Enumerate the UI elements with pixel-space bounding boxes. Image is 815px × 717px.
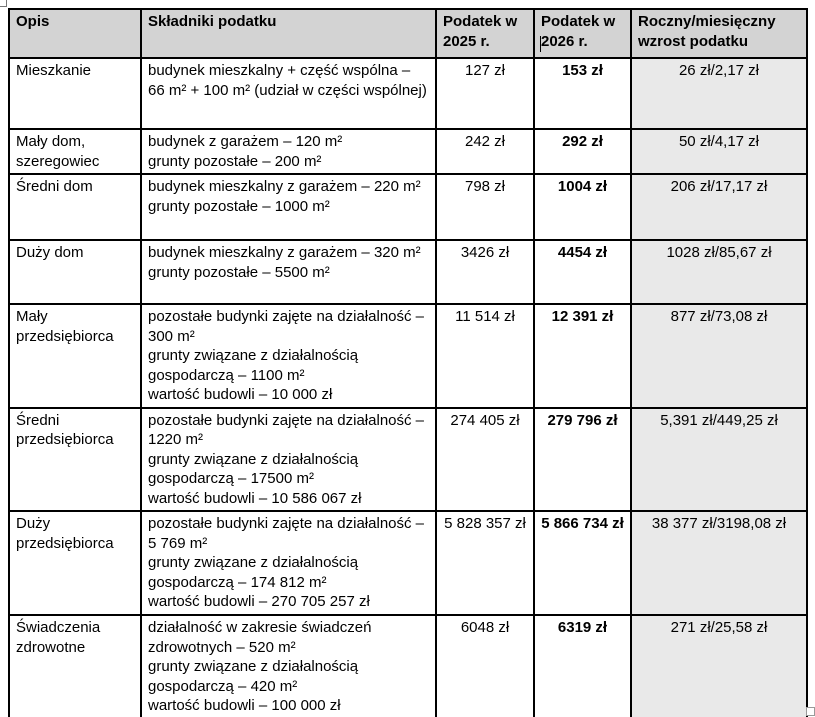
cell-podatek-2026[interactable]: 292 zł	[533, 128, 632, 175]
cell-opis[interactable]: Mieszkanie	[8, 57, 142, 130]
cell-podatek-2025[interactable]: 274 405 zł	[435, 406, 535, 512]
cell-podatek-2025[interactable]: 242 zł	[435, 128, 535, 175]
table-header-row: Opis Składniki podatku Podatek w 2025 r.…	[8, 8, 808, 59]
table-row: Duży dom budynek mieszkalny z garażem – …	[8, 239, 808, 305]
tax-table: Opis Składniki podatku Podatek w 2025 r.…	[8, 8, 808, 717]
cell-podatek-2026[interactable]: 6319 zł	[533, 614, 632, 717]
table-row: Świadczenia zdrowotne działalność w zakr…	[8, 614, 808, 717]
cell-podatek-2025[interactable]: 127 zł	[435, 57, 535, 130]
cell-podatek-2026[interactable]: 279 796 zł	[533, 406, 632, 512]
col-header-podatek-2026[interactable]: Podatek w 2026 r.	[533, 8, 632, 59]
cell-skladniki[interactable]: budynek mieszkalny z garażem – 320 m² gr…	[140, 239, 437, 305]
cell-wzrost[interactable]: 38 377 zł/3198,08 zł	[630, 510, 808, 616]
table-row: Duży przedsiębiorca pozostałe budynki za…	[8, 510, 808, 616]
cell-skladniki[interactable]: pozostałe budynki zajęte na działalność …	[140, 510, 437, 616]
cell-skladniki[interactable]: budynek mieszkalny + część wspólna – 66 …	[140, 57, 437, 130]
cell-skladniki[interactable]: pozostałe budynki zajęte na działalność …	[140, 303, 437, 409]
cell-podatek-2025[interactable]: 3426 zł	[435, 239, 535, 305]
table-move-handle-icon[interactable]	[0, 0, 7, 7]
table-row: Mały przedsiębiorca pozostałe budynki za…	[8, 303, 808, 409]
cell-skladniki[interactable]: działalność w zakresie świadczeń zdrowot…	[140, 614, 437, 717]
cell-opis[interactable]: Średni przedsiębiorca	[8, 406, 142, 512]
cell-skladniki[interactable]: budynek z garażem – 120 m² grunty pozost…	[140, 128, 437, 175]
col-header-podatek-2025[interactable]: Podatek w 2025 r.	[435, 8, 535, 59]
cell-podatek-2025[interactable]: 798 zł	[435, 173, 535, 241]
table-row: Średni dom budynek mieszkalny z garażem …	[8, 173, 808, 241]
cell-podatek-2026[interactable]: 4454 zł	[533, 239, 632, 305]
cell-podatek-2026[interactable]: 12 391 zł	[533, 303, 632, 409]
cell-opis[interactable]: Średni dom	[8, 173, 142, 241]
table-row: Mieszkanie budynek mieszkalny + część ws…	[8, 57, 808, 130]
table-row: Średni przedsiębiorca pozostałe budynki …	[8, 406, 808, 512]
cell-wzrost[interactable]: 877 zł/73,08 zł	[630, 303, 808, 409]
cell-wzrost[interactable]: 50 zł/4,17 zł	[630, 128, 808, 175]
cell-opis[interactable]: Świadczenia zdrowotne	[8, 614, 142, 717]
cell-opis[interactable]: Mały przedsiębiorca	[8, 303, 142, 409]
cell-podatek-2025[interactable]: 6048 zł	[435, 614, 535, 717]
col-header-opis[interactable]: Opis	[8, 8, 142, 59]
cell-wzrost[interactable]: 5,391 zł/449,25 zł	[630, 406, 808, 512]
cell-wzrost[interactable]: 1028 zł/85,67 zł	[630, 239, 808, 305]
cell-wzrost[interactable]: 26 zł/2,17 zł	[630, 57, 808, 130]
cell-opis[interactable]: Duży przedsiębiorca	[8, 510, 142, 616]
cell-podatek-2026[interactable]: 5 866 734 zł	[533, 510, 632, 616]
cell-opis[interactable]: Duży dom	[8, 239, 142, 305]
cell-podatek-2025[interactable]: 5 828 357 zł	[435, 510, 535, 616]
col-header-wzrost[interactable]: Roczny/miesięczny wzrost podatku	[630, 8, 808, 59]
table-row: Mały dom, szeregowiec budynek z garażem …	[8, 128, 808, 175]
cell-skladniki[interactable]: pozostałe budynki zajęte na działalność …	[140, 406, 437, 512]
col-header-skladniki[interactable]: Składniki podatku	[140, 8, 437, 59]
col-header-podatek-2026-label: Podatek w 2026 r.	[541, 13, 616, 50]
cell-opis[interactable]: Mały dom, szeregowiec	[8, 128, 142, 175]
cell-podatek-2026[interactable]: 1004 zł	[533, 173, 632, 241]
cell-skladniki[interactable]: budynek mieszkalny z garażem – 220 m² gr…	[140, 173, 437, 241]
text-cursor	[540, 36, 541, 52]
table-resize-handle-icon[interactable]	[806, 707, 815, 716]
cell-wzrost[interactable]: 206 zł/17,17 zł	[630, 173, 808, 241]
cell-podatek-2026[interactable]: 153 zł	[533, 57, 632, 130]
cell-podatek-2025[interactable]: 11 514 zł	[435, 303, 535, 409]
cell-wzrost[interactable]: 271 zł/25,58 zł	[630, 614, 808, 717]
